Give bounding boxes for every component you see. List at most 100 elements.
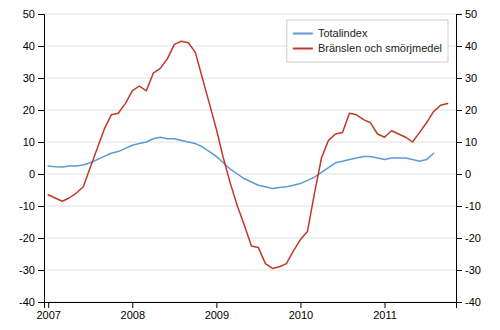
tick-label: 40 [23, 40, 35, 52]
tick: -10 [456, 200, 481, 212]
tick-label: 50 [465, 8, 477, 20]
tick-mark [38, 142, 44, 143]
tick-mark [38, 14, 44, 15]
tick-label: 10 [23, 136, 35, 148]
tick-mark [48, 302, 49, 308]
tick: 20 [456, 104, 477, 116]
tick-mark [216, 302, 217, 308]
tick-mark [38, 206, 44, 207]
tick-label: -20 [465, 232, 481, 244]
tick-label: 20 [23, 104, 35, 116]
legend: Totalindex Bränslen och smörjmedel [287, 20, 448, 62]
tick-label: -20 [19, 232, 35, 244]
legend-swatch [293, 33, 313, 35]
grid-line [44, 142, 456, 143]
tick-label: -40 [465, 296, 481, 308]
tick-label: 0 [29, 168, 35, 180]
tick-label: 0 [465, 168, 471, 180]
tick-label: -30 [465, 264, 481, 276]
tick-mark [456, 142, 462, 143]
tick-mark [456, 46, 462, 47]
tick-label: 2011 [373, 309, 397, 321]
grid-line [44, 14, 456, 15]
series-line [48, 137, 433, 188]
tick-mark [38, 78, 44, 79]
tick: 0 [29, 168, 44, 180]
grid-line [44, 270, 456, 271]
legend-label: Totalindex [318, 27, 368, 39]
tick: -20 [456, 232, 481, 244]
tick: 2007 [36, 302, 60, 321]
tick-label: -10 [19, 200, 35, 212]
tick: 0 [456, 168, 471, 180]
tick: 2009 [205, 302, 229, 321]
tick: 10 [23, 136, 44, 148]
tick-label: 2010 [289, 309, 313, 321]
tick-mark [456, 174, 462, 175]
tick-label: 30 [465, 72, 477, 84]
tick: 10 [456, 136, 477, 148]
tick-mark [385, 302, 386, 308]
tick: -40 [456, 296, 481, 308]
tick: 2010 [289, 302, 313, 321]
axis-line [38, 15, 45, 303]
tick-label: 20 [465, 104, 477, 116]
tick-label: 10 [465, 136, 477, 148]
tick-label: -30 [19, 264, 35, 276]
legend-swatch [293, 48, 313, 50]
tick-mark [38, 174, 44, 175]
tick-mark [38, 302, 44, 303]
tick-mark [456, 302, 462, 303]
tick-mark [456, 78, 462, 79]
tick: -30 [19, 264, 44, 276]
tick-mark [300, 302, 301, 308]
tick-mark [38, 238, 44, 239]
tick: 2008 [121, 302, 145, 321]
grid [44, 14, 456, 302]
tick-label: -40 [19, 296, 35, 308]
axis-line [457, 15, 463, 303]
tick: -10 [19, 200, 44, 212]
tick-mark [456, 238, 462, 239]
y2-axis: -40 -30 -20 -10 0 10 20 30 40 50 [456, 8, 481, 308]
tick: 40 [456, 40, 477, 52]
tick-mark [456, 206, 462, 207]
tick-mark [132, 302, 133, 308]
tick-label: 40 [465, 40, 477, 52]
tick: 50 [23, 8, 44, 20]
tick-mark [456, 270, 462, 271]
tick: -30 [456, 264, 481, 276]
tick-label: -10 [465, 200, 481, 212]
x-axis: 2007 2008 2009 2010 2011 [36, 302, 456, 321]
tick-mark [38, 110, 44, 111]
y-axis: -40 -30 -20 -10 0 10 20 30 40 50 [19, 8, 44, 308]
tick: 30 [23, 72, 44, 84]
legend-label: Bränslen och smörjmedel [318, 42, 442, 54]
legend-item: Bränslen och smörjmedel [293, 42, 442, 54]
legend-box [287, 20, 448, 62]
series-line [48, 41, 447, 268]
lines [48, 41, 447, 268]
tick: 30 [456, 72, 477, 84]
axis-line [45, 303, 457, 309]
tick-mark [456, 14, 462, 15]
chart-svg: 20072008200920102011-40-30-20-1001020304… [0, 0, 500, 330]
tick-mark [38, 46, 44, 47]
tick: 20 [23, 104, 44, 116]
grid-line [44, 206, 456, 207]
tick-label: 2008 [121, 309, 145, 321]
chart-container: 20072008200920102011-40-30-20-1001020304… [0, 0, 500, 330]
tick-mark [456, 110, 462, 111]
grid-line [44, 78, 456, 79]
tick: 50 [456, 8, 477, 20]
tick: -20 [19, 232, 44, 244]
tick-mark [38, 270, 44, 271]
tick-label: 2009 [205, 309, 229, 321]
tick: 2011 [373, 302, 397, 321]
tick: -40 [19, 296, 44, 308]
tick-label: 2007 [36, 309, 60, 321]
grid-line [44, 174, 456, 175]
grid-line [44, 238, 456, 239]
legend-item: Totalindex [293, 27, 368, 39]
tick-label: 50 [23, 8, 35, 20]
